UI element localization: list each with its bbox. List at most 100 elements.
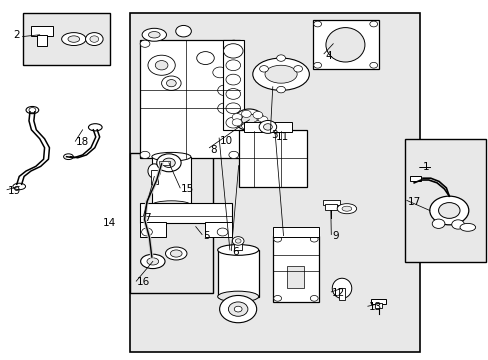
Text: 14: 14 — [103, 218, 116, 228]
Bar — [322, 201, 339, 205]
Circle shape — [234, 109, 264, 131]
Ellipse shape — [148, 164, 160, 178]
Circle shape — [29, 108, 36, 113]
Ellipse shape — [341, 206, 351, 211]
Ellipse shape — [152, 201, 190, 210]
Circle shape — [225, 74, 240, 85]
Text: 19: 19 — [8, 186, 21, 196]
Bar — [287, 266, 304, 288]
Circle shape — [293, 66, 302, 72]
Ellipse shape — [217, 244, 258, 255]
Ellipse shape — [264, 65, 297, 83]
Circle shape — [142, 228, 152, 236]
Bar — [37, 35, 47, 45]
Circle shape — [225, 89, 240, 99]
Circle shape — [263, 124, 272, 130]
Circle shape — [228, 302, 247, 316]
Bar — [325, 204, 336, 211]
Circle shape — [140, 40, 150, 47]
Circle shape — [313, 21, 321, 27]
Circle shape — [276, 86, 285, 93]
Ellipse shape — [61, 33, 86, 45]
Ellipse shape — [170, 250, 182, 257]
Circle shape — [223, 44, 243, 58]
FancyBboxPatch shape — [130, 153, 212, 293]
Circle shape — [175, 26, 191, 37]
Bar — [243, 122, 292, 132]
Circle shape — [369, 21, 377, 27]
Ellipse shape — [152, 152, 190, 161]
Circle shape — [241, 122, 251, 129]
Ellipse shape — [26, 107, 39, 114]
Bar — [151, 170, 158, 184]
Text: 4: 4 — [325, 51, 331, 61]
Circle shape — [225, 60, 240, 71]
Circle shape — [273, 236, 281, 242]
Circle shape — [232, 113, 242, 121]
Bar — [312, 21, 378, 69]
Circle shape — [228, 40, 238, 47]
Circle shape — [429, 196, 468, 225]
Ellipse shape — [142, 28, 166, 41]
Text: 16: 16 — [137, 277, 150, 287]
Ellipse shape — [148, 32, 160, 38]
Text: 18: 18 — [76, 138, 89, 147]
Bar — [238, 130, 306, 187]
Circle shape — [313, 62, 321, 68]
Circle shape — [228, 151, 238, 158]
FancyBboxPatch shape — [405, 139, 485, 262]
Circle shape — [259, 121, 276, 134]
Ellipse shape — [90, 36, 99, 42]
Ellipse shape — [88, 124, 102, 131]
Circle shape — [431, 219, 444, 228]
Bar — [374, 303, 381, 308]
Text: 12: 12 — [331, 288, 345, 298]
Text: 3: 3 — [271, 130, 277, 140]
Ellipse shape — [68, 36, 80, 42]
Circle shape — [252, 112, 262, 119]
Circle shape — [241, 114, 257, 126]
Circle shape — [258, 116, 267, 123]
Circle shape — [273, 296, 281, 301]
Circle shape — [276, 55, 285, 61]
Circle shape — [259, 66, 268, 72]
Bar — [272, 235, 319, 302]
Circle shape — [212, 67, 227, 78]
Text: 13: 13 — [368, 302, 381, 312]
Circle shape — [148, 55, 175, 75]
Bar — [217, 250, 259, 297]
Circle shape — [155, 60, 167, 70]
Circle shape — [161, 76, 181, 90]
Text: 1: 1 — [422, 162, 428, 172]
Text: 15: 15 — [181, 184, 194, 194]
Bar — [31, 26, 53, 36]
Circle shape — [252, 121, 262, 128]
Circle shape — [225, 117, 240, 128]
Circle shape — [196, 51, 214, 64]
Ellipse shape — [459, 224, 475, 231]
Bar — [205, 222, 232, 237]
Circle shape — [217, 228, 227, 236]
Ellipse shape — [217, 291, 258, 302]
Bar — [140, 222, 166, 237]
Ellipse shape — [141, 254, 164, 269]
Text: 7: 7 — [144, 213, 151, 222]
Bar — [140, 40, 239, 158]
Bar — [159, 161, 169, 165]
Circle shape — [219, 296, 256, 323]
Circle shape — [235, 239, 241, 243]
Ellipse shape — [336, 204, 356, 214]
Circle shape — [234, 306, 242, 312]
FancyBboxPatch shape — [130, 13, 419, 352]
Bar — [370, 299, 385, 304]
Circle shape — [232, 237, 244, 245]
Bar — [409, 176, 420, 181]
Ellipse shape — [325, 28, 364, 62]
Ellipse shape — [147, 258, 158, 265]
Ellipse shape — [252, 58, 309, 90]
Bar — [338, 288, 345, 300]
Ellipse shape — [85, 33, 103, 45]
Ellipse shape — [331, 278, 351, 298]
Text: 8: 8 — [210, 144, 217, 154]
Circle shape — [217, 103, 232, 114]
